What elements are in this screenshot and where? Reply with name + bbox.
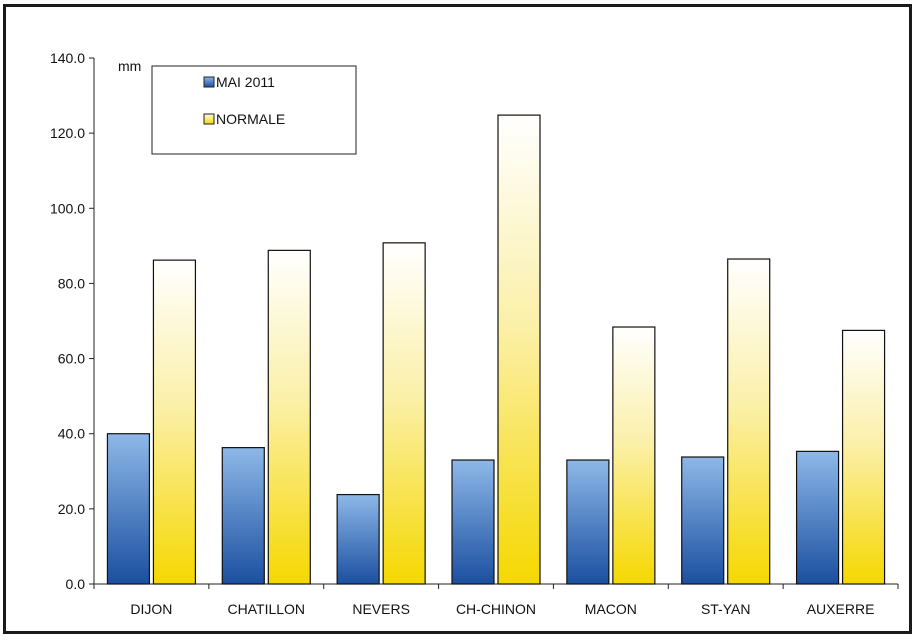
y-tick-label: 120.0 bbox=[50, 125, 85, 141]
bar-normale-ch-chinon bbox=[497, 114, 541, 585]
y-unit-label: mm bbox=[118, 58, 141, 74]
bar-normale-st-yan bbox=[727, 258, 771, 585]
y-tick-label: 20.0 bbox=[58, 501, 85, 517]
bar-mai-2011-ch-chinon bbox=[451, 459, 495, 585]
y-tick-label: 0.0 bbox=[66, 576, 86, 592]
y-tick-label: 60.0 bbox=[58, 351, 85, 367]
legend-swatch-mai-2011 bbox=[203, 76, 215, 88]
bar-mai-2011-st-yan bbox=[681, 456, 725, 585]
x-category-label: ST-YAN bbox=[701, 601, 751, 617]
bar-normale-chatillon bbox=[267, 249, 311, 585]
bar-mai-2011-auxerre bbox=[795, 450, 840, 585]
legend: MAI 2011 NORMALE bbox=[151, 65, 357, 155]
x-categories: DIJON CHATILLON NEVERS CH-CHINON MACON ST-YAN… bbox=[93, 584, 899, 617]
bar-mai-2011-macon bbox=[566, 459, 610, 585]
legend-box bbox=[151, 65, 357, 155]
bar-normale-auxerre bbox=[841, 329, 886, 585]
bar-normale-macon bbox=[612, 326, 656, 585]
y-tick-label: 140.0 bbox=[50, 50, 85, 66]
x-category-label: CHATILLON bbox=[228, 601, 306, 617]
bars-group bbox=[106, 114, 886, 585]
bar-mai-2011-nevers bbox=[336, 493, 380, 585]
y-tick-label: 80.0 bbox=[58, 275, 85, 291]
x-category-label: MACON bbox=[585, 601, 637, 617]
x-category-label: CH-CHINON bbox=[456, 601, 536, 617]
legend-label-normale: NORMALE bbox=[216, 111, 285, 127]
y-tick-label: 40.0 bbox=[58, 426, 85, 442]
bar-normale-nevers bbox=[382, 242, 426, 585]
x-category-label: AUXERRE bbox=[807, 601, 875, 617]
y-tick-label: 100.0 bbox=[50, 200, 85, 216]
x-category-label: DIJON bbox=[130, 601, 172, 617]
bar-mai-2011-chatillon bbox=[221, 447, 265, 585]
legend-swatch-normale bbox=[203, 113, 215, 125]
legend-label-mai-2011: MAI 2011 bbox=[216, 74, 275, 90]
bar-normale-dijon bbox=[152, 259, 197, 585]
y-ticks: 0.0 20.0 40.0 60.0 80.0 100.0 120.0 140.0 bbox=[50, 50, 94, 592]
bar-mai-2011-dijon bbox=[106, 433, 151, 585]
x-category-label: NEVERS bbox=[352, 601, 410, 617]
